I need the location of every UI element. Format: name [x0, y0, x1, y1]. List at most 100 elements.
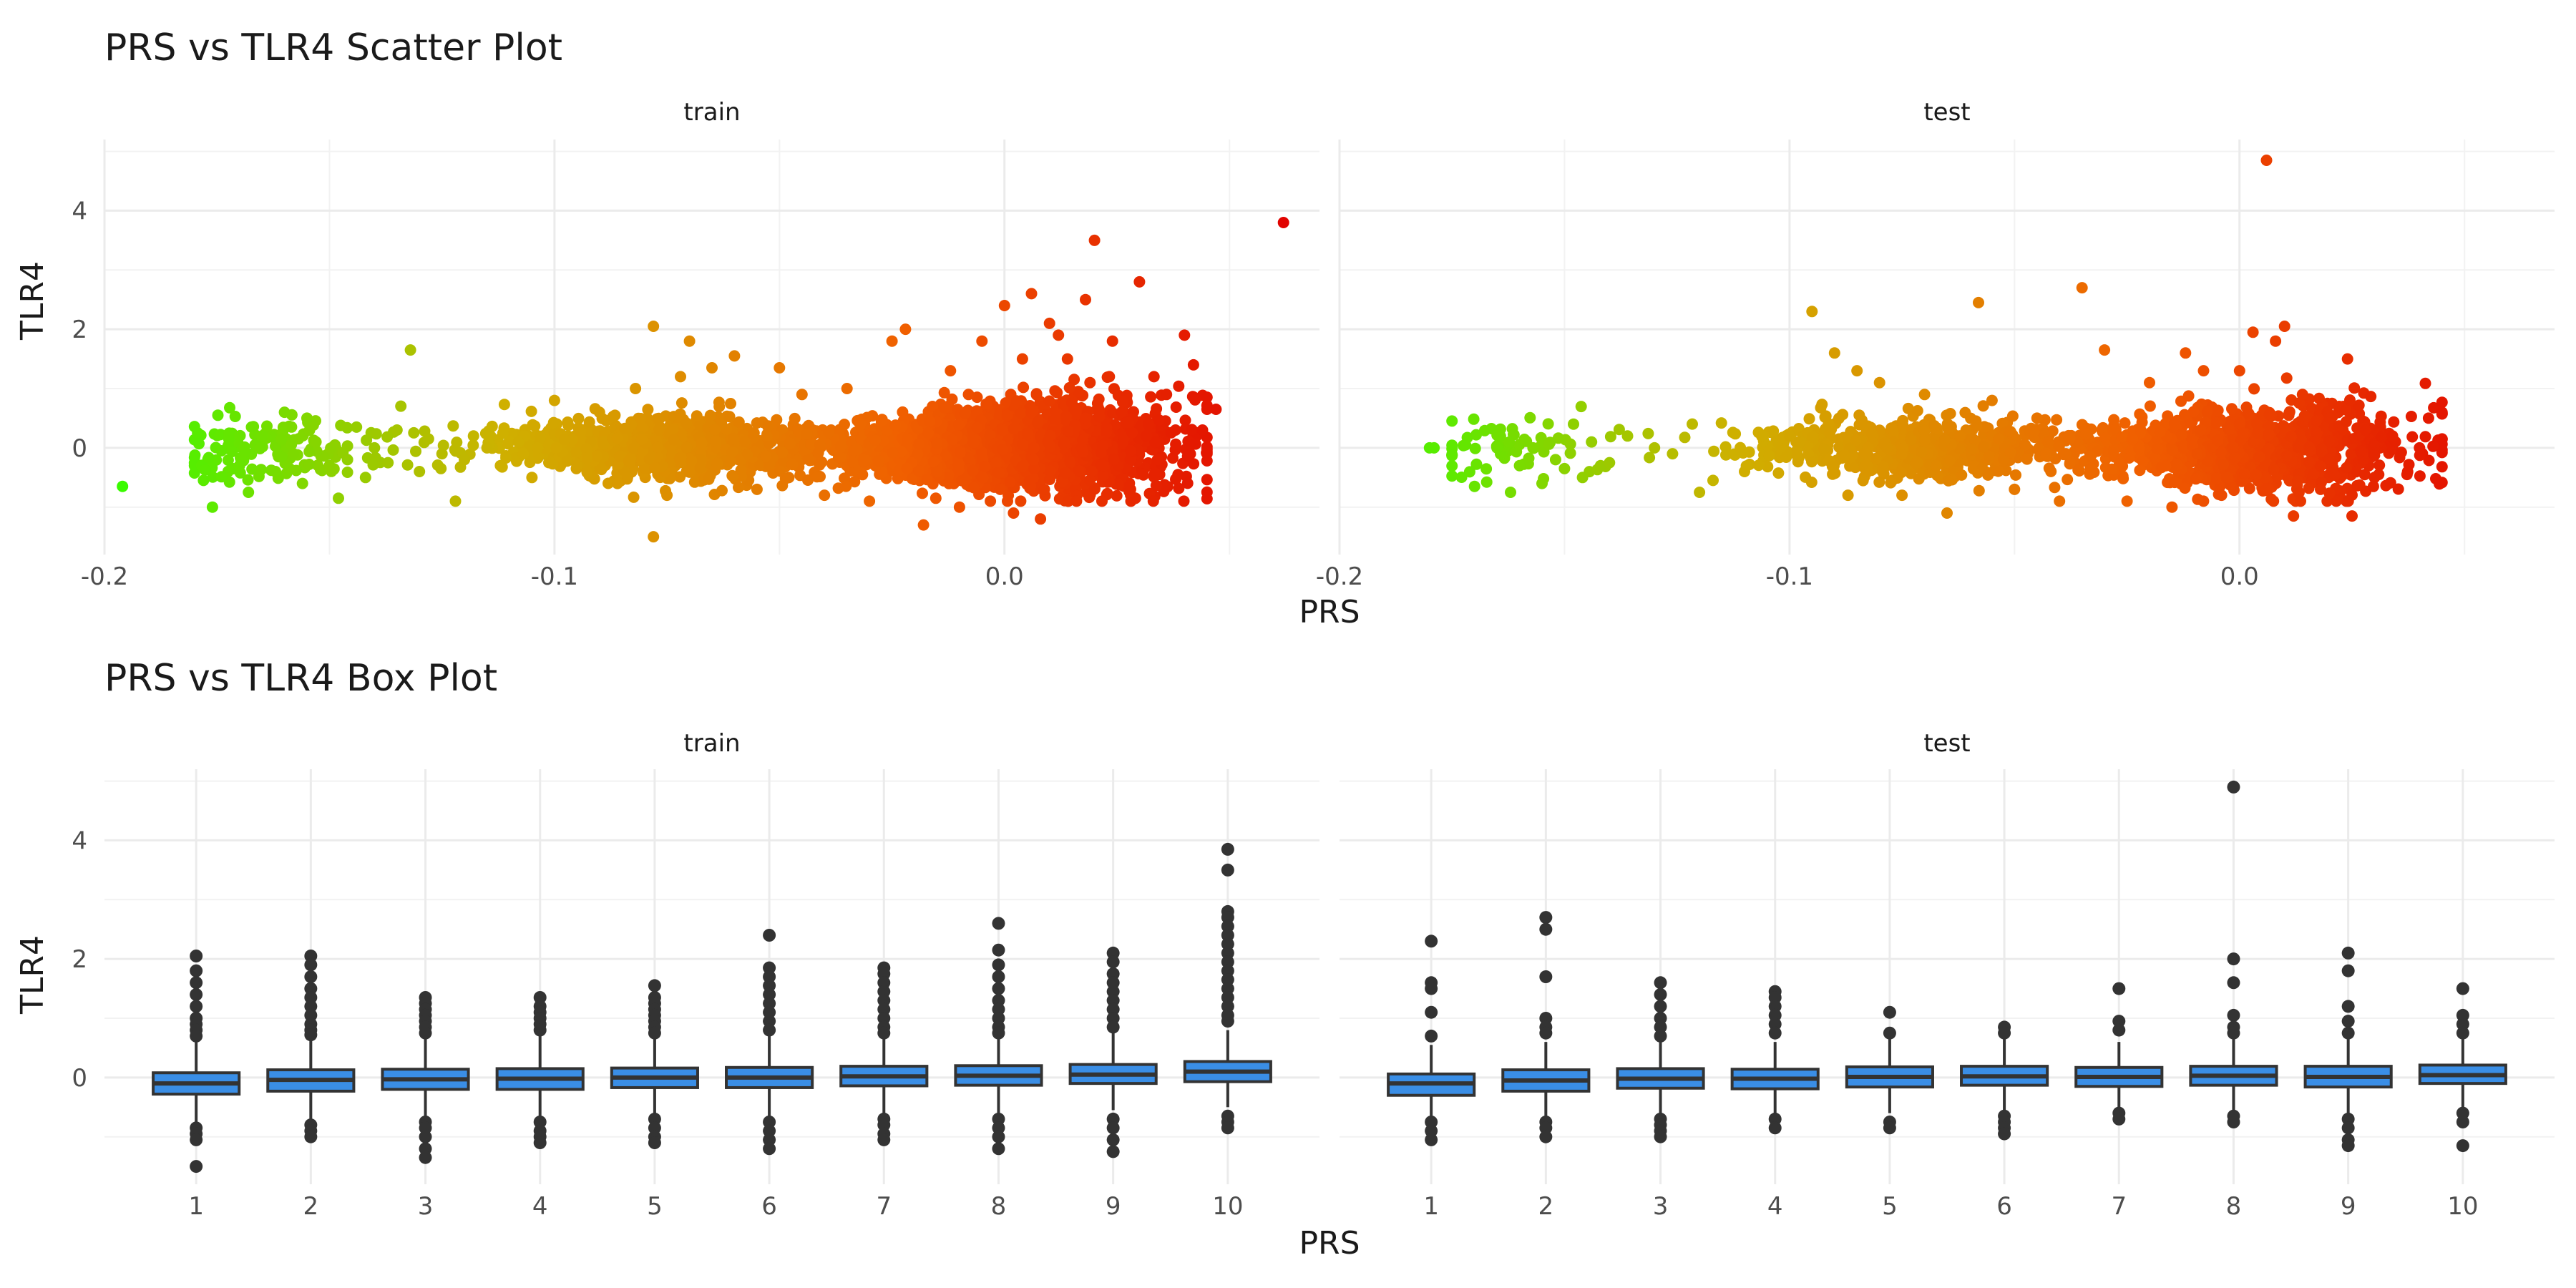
scatter-point [1148, 371, 1160, 383]
scatter-point [2119, 417, 2131, 429]
scatter-point [1077, 434, 1088, 447]
scatter-point [323, 459, 336, 472]
scatter-point [310, 436, 322, 448]
scatter-point [1943, 474, 1954, 487]
scatter-point [733, 416, 745, 428]
scatter-point [2259, 484, 2271, 497]
scatter-point [2358, 469, 2371, 481]
scatter-point [688, 476, 701, 488]
scatter-point [959, 407, 971, 419]
scatter-point [414, 466, 426, 477]
x-tick-label: 0.0 [985, 562, 1024, 591]
scatter-point [341, 467, 353, 478]
scatter-point [261, 420, 273, 432]
scatter-point [2160, 418, 2172, 429]
scatter-point [222, 454, 234, 467]
scatter-point [922, 427, 935, 439]
scatter-point [927, 456, 940, 468]
scatter-point [979, 460, 991, 472]
scatter-point [238, 441, 250, 453]
scatter-point [524, 457, 536, 469]
scatter-point [559, 434, 571, 446]
scatter-point [741, 449, 753, 461]
scatter-point [2051, 414, 2063, 426]
scatter-point [525, 405, 537, 417]
scatter-point [333, 492, 344, 504]
scatter-point [435, 462, 447, 474]
scatter-point [977, 472, 989, 484]
scatter-point [275, 433, 288, 445]
scatter-point [673, 452, 686, 464]
scatter-point [841, 383, 853, 394]
scatter-point [481, 441, 493, 454]
scatter-point [2419, 431, 2431, 443]
scatter-point [1053, 329, 1065, 341]
scatter-point [2295, 495, 2306, 507]
scatter-point [1070, 495, 1083, 507]
scatter-point [255, 464, 267, 476]
scatter-point [1170, 473, 1181, 485]
scatter-point [1084, 376, 1096, 389]
scatter-point [2045, 465, 2057, 477]
scatter-point [591, 450, 603, 462]
scatter-point [1468, 413, 1480, 425]
scatter-point [917, 519, 930, 531]
scatter-point [1150, 479, 1162, 492]
scatter-point [1080, 412, 1091, 424]
x-tick-label: -0.2 [1316, 562, 1363, 591]
x-tick-label: 0.0 [2220, 562, 2259, 591]
scatter-point [1564, 438, 1576, 450]
scatter-point [1049, 385, 1061, 397]
scatter-point [1803, 413, 1815, 425]
scatter-point [1827, 468, 1839, 480]
scatter-point [1002, 495, 1013, 507]
scatter-point [2280, 372, 2293, 384]
scatter-point [215, 429, 227, 441]
scatter-point [2062, 474, 2074, 486]
scatter-point [901, 462, 913, 474]
scatter-point [952, 464, 965, 476]
scatter-point [246, 463, 258, 475]
scatter-point [733, 482, 744, 494]
scatter-point [675, 371, 686, 383]
scatter-point [2374, 416, 2386, 428]
scatter-point [611, 477, 623, 489]
scatter-point [760, 450, 772, 462]
scatter-point [1169, 424, 1181, 436]
y-tick-label: 2 [72, 316, 87, 344]
scatter-point [404, 344, 416, 356]
scatter-point [341, 421, 353, 434]
scatter-point [971, 391, 983, 404]
scatter-point [1151, 454, 1163, 466]
scatter-point [1687, 418, 1698, 430]
scatter-point [1025, 288, 1038, 300]
scatter-point [1088, 483, 1101, 495]
scatter-point [897, 406, 909, 418]
scatter-point [382, 457, 394, 469]
scatter-point [1101, 426, 1113, 439]
scatter-point [2345, 448, 2357, 460]
scatter-point [1038, 483, 1050, 495]
scatter-point [1996, 417, 2009, 429]
scatter-point [1179, 414, 1191, 426]
scatter-point [971, 421, 983, 434]
scatter-point [370, 428, 382, 440]
scatter-point [1126, 426, 1138, 439]
scatter-point [691, 410, 703, 422]
scatter-point [994, 483, 1006, 495]
scatter-point [479, 427, 492, 439]
x-tick-label: -0.1 [531, 562, 578, 591]
scatter-point [117, 480, 129, 492]
scatter-point [212, 409, 224, 421]
scatter-point [942, 472, 954, 483]
scatter-point [694, 462, 706, 474]
scatter-point [1084, 474, 1096, 487]
scatter-point [1141, 430, 1152, 442]
scatter-point [1833, 441, 1845, 453]
scatter-point [359, 472, 371, 484]
scatter-point [675, 397, 688, 409]
scatter-point [751, 483, 763, 495]
scatter-point [226, 446, 238, 457]
scatter-point [1824, 427, 1836, 439]
scatter-point [387, 444, 399, 456]
